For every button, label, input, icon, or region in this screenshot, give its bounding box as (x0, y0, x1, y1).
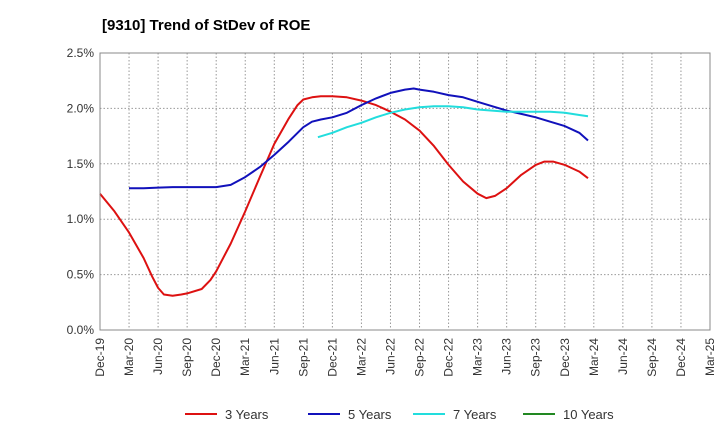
x-tick-label: Sep-21 (296, 338, 310, 377)
x-tick-label: Jun-23 (500, 338, 514, 375)
x-axis: Dec-19 Mar-20 Jun-20 Sep-20 Dec-20 Mar-21 Jun-… (93, 338, 717, 377)
x-tick-label: Mar-22 (354, 338, 368, 376)
y-tick-label: 0.5% (67, 268, 95, 282)
x-tick-label: Dec-19 (93, 338, 107, 377)
legend-label: 3 Years (225, 407, 269, 422)
y-tick-label: 1.5% (67, 157, 95, 171)
x-tick-label: Dec-23 (558, 338, 572, 377)
grid (100, 53, 710, 330)
x-tick-label: Mar-24 (587, 338, 601, 376)
x-tick-label: Sep-22 (413, 338, 427, 377)
y-tick-label: 1.0% (67, 212, 95, 226)
x-tick-label: Dec-20 (209, 338, 223, 377)
x-tick-label: Jun-22 (383, 338, 397, 375)
chart-title: [9310] Trend of StDev of ROE (102, 17, 310, 34)
y-tick-label: 0.0% (67, 323, 95, 337)
series-line (99, 95, 589, 297)
x-tick-label: Dec-24 (674, 338, 688, 377)
x-tick-label: Jun-21 (267, 338, 281, 375)
x-tick-label: Jun-20 (151, 338, 165, 375)
legend-label: 7 Years (453, 407, 497, 422)
y-tick-label: 2.5% (67, 46, 95, 60)
legend: 3 Years 5 Years 7 Years 10 Years (185, 407, 614, 422)
series-layer (99, 87, 589, 297)
x-tick-label: Mar-25 (703, 338, 717, 376)
x-tick-label: Mar-20 (122, 338, 136, 376)
x-tick-label: Sep-24 (645, 338, 659, 377)
x-tick-label: Mar-21 (238, 338, 252, 376)
x-tick-label: Jun-24 (616, 338, 630, 375)
x-tick-label: Mar-23 (471, 338, 485, 376)
legend-label: 5 Years (348, 407, 392, 422)
plot-frame (99, 52, 711, 331)
y-tick-label: 2.0% (67, 101, 95, 115)
y-axis: 0.0% 0.5% 1.0% 1.5% 2.0% 2.5% (67, 46, 95, 337)
x-tick-label: Dec-22 (442, 338, 456, 377)
legend-label: 10 Years (563, 407, 614, 422)
x-tick-label: Sep-23 (529, 338, 543, 377)
x-tick-label: Sep-20 (180, 338, 194, 377)
series-line (317, 105, 589, 139)
series-line (129, 87, 589, 190)
x-tick-label: Dec-21 (325, 338, 339, 377)
